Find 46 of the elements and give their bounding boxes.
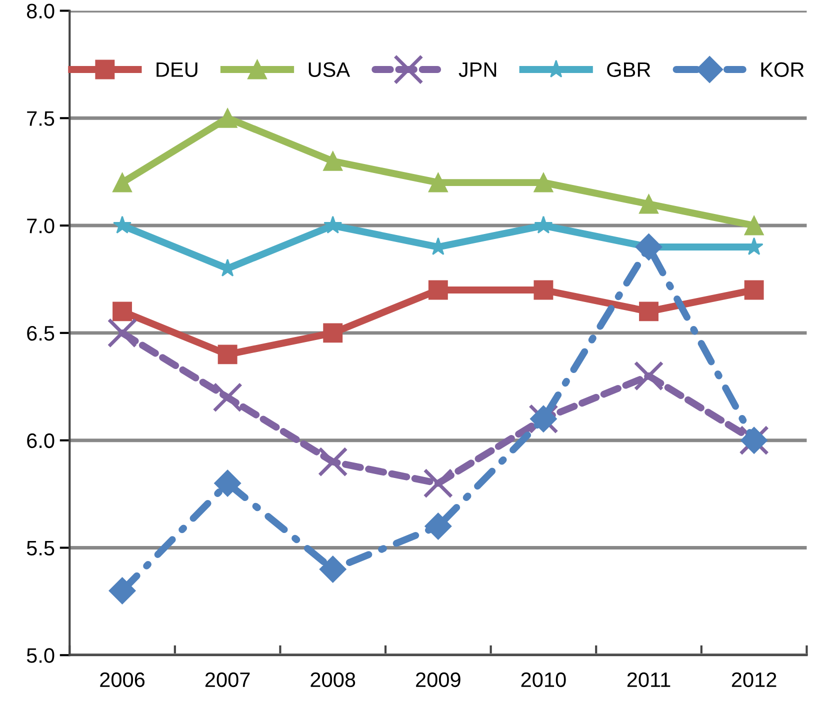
- point: [107, 318, 138, 348]
- point: [212, 382, 242, 412]
- point: [428, 172, 448, 192]
- y-tick-label: 8.0: [26, 4, 54, 18]
- point: [108, 577, 136, 604]
- point: [112, 216, 132, 234]
- point: [534, 216, 553, 234]
- point: [319, 556, 346, 583]
- y-tick-label: 7.5: [27, 111, 54, 126]
- x-tick-label: 2010: [521, 672, 566, 688]
- point: [428, 280, 448, 300]
- point: [218, 108, 238, 128]
- x-tick-label: 2008: [310, 672, 356, 688]
- x-tick-label: 2012: [732, 672, 776, 688]
- point: [744, 280, 764, 300]
- point: [112, 302, 132, 322]
- legend-label: DEU: [156, 62, 198, 78]
- y-tick-label: 7.0: [27, 218, 54, 234]
- point: [218, 344, 238, 364]
- point: [323, 151, 343, 171]
- y-tick-label: 5.5: [26, 540, 54, 556]
- point: [635, 234, 662, 260]
- x-tick-label: 2011: [627, 672, 670, 688]
- point: [423, 468, 454, 498]
- point: [534, 280, 554, 300]
- point: [534, 172, 554, 192]
- point: [324, 216, 342, 234]
- legend-label: JPN: [458, 62, 496, 78]
- point: [112, 172, 132, 192]
- y-tick-label: 5.0: [26, 648, 54, 663]
- x-tick-label: 2006: [100, 672, 145, 688]
- point: [318, 446, 348, 477]
- y-tick-label: 6.5: [27, 326, 54, 341]
- point: [634, 360, 664, 391]
- point: [639, 194, 658, 214]
- point: [323, 323, 343, 343]
- point: [744, 216, 764, 236]
- x-tick-label: 2007: [205, 672, 250, 688]
- point: [639, 302, 658, 322]
- legend-label: GBR: [607, 62, 650, 78]
- point: [424, 512, 452, 540]
- legend-label: KOR: [761, 62, 804, 78]
- point: [214, 470, 242, 497]
- y-tick-label: 6.0: [27, 433, 54, 448]
- x-tick-label: 2009: [416, 672, 460, 688]
- legend-label: USA: [308, 62, 350, 78]
